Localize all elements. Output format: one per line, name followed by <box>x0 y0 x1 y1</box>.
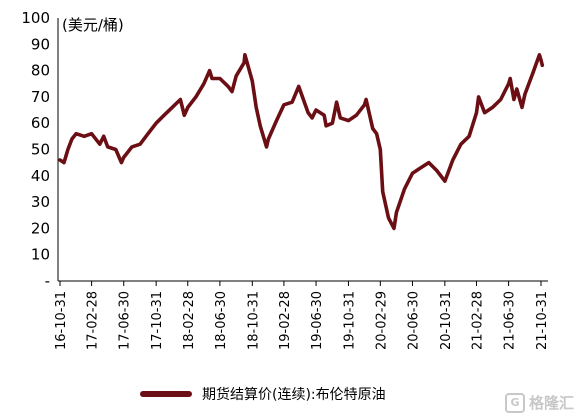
y-tick-label: 40 <box>31 167 50 185</box>
x-tick-label: 18-10-31 <box>246 291 261 350</box>
x-tick-label: 19-02-28 <box>278 291 293 350</box>
x-tick-label: 21-02-28 <box>470 291 485 350</box>
watermark-text: 格隆汇 <box>528 394 574 412</box>
y-tick-label: 60 <box>31 114 50 132</box>
x-tick-label: 16-10-31 <box>54 291 69 350</box>
x-tick-label: 20-06-30 <box>406 291 421 350</box>
legend-swatch <box>140 391 192 397</box>
y-tick-label: 10 <box>31 246 50 264</box>
x-tick-label: 21-06-30 <box>503 291 518 350</box>
x-tick-label: 17-06-30 <box>118 291 133 350</box>
y-tick-label: 50 <box>31 141 50 159</box>
x-tick-label: 18-06-30 <box>214 291 229 350</box>
y-tick-label: 90 <box>31 35 50 53</box>
y-axis-unit-label: (美元/桶) <box>62 16 124 34</box>
x-tick-label: 21-10-31 <box>535 291 550 350</box>
x-tick-label: 20-02-29 <box>374 291 389 350</box>
x-axis-tick-labels: 16-10-31 17-02-28 17-06-30 17-10-31 18-02-28… <box>54 281 550 350</box>
watermark: G 格隆汇 <box>504 392 574 413</box>
y-axis-tick-labels: - 10 20 30 40 50 60 70 80 90 100 <box>21 9 50 290</box>
x-tick-label: 19-10-31 <box>342 291 357 350</box>
x-tick-label: 17-02-28 <box>86 291 101 350</box>
brent-series-line <box>58 52 545 231</box>
y-tick-label: 20 <box>31 219 50 237</box>
watermark-logo-icon: G <box>504 392 525 413</box>
legend: 期货结算价(连续):布伦特原油 <box>140 384 386 404</box>
y-tick-label: - <box>45 272 50 290</box>
x-tick-label: 19-06-30 <box>310 291 325 350</box>
y-tick-label: 70 <box>31 88 50 106</box>
y-tick-label: 30 <box>31 193 50 211</box>
x-tick-label: 18-02-28 <box>182 291 197 350</box>
legend-label: 期货结算价(连续):布伦特原油 <box>202 387 386 403</box>
y-tick-label: 100 <box>21 9 50 27</box>
x-tick-label: 20-10-31 <box>439 291 454 350</box>
y-tick-label: 80 <box>31 62 50 80</box>
x-tick-label: 17-10-31 <box>150 291 165 350</box>
